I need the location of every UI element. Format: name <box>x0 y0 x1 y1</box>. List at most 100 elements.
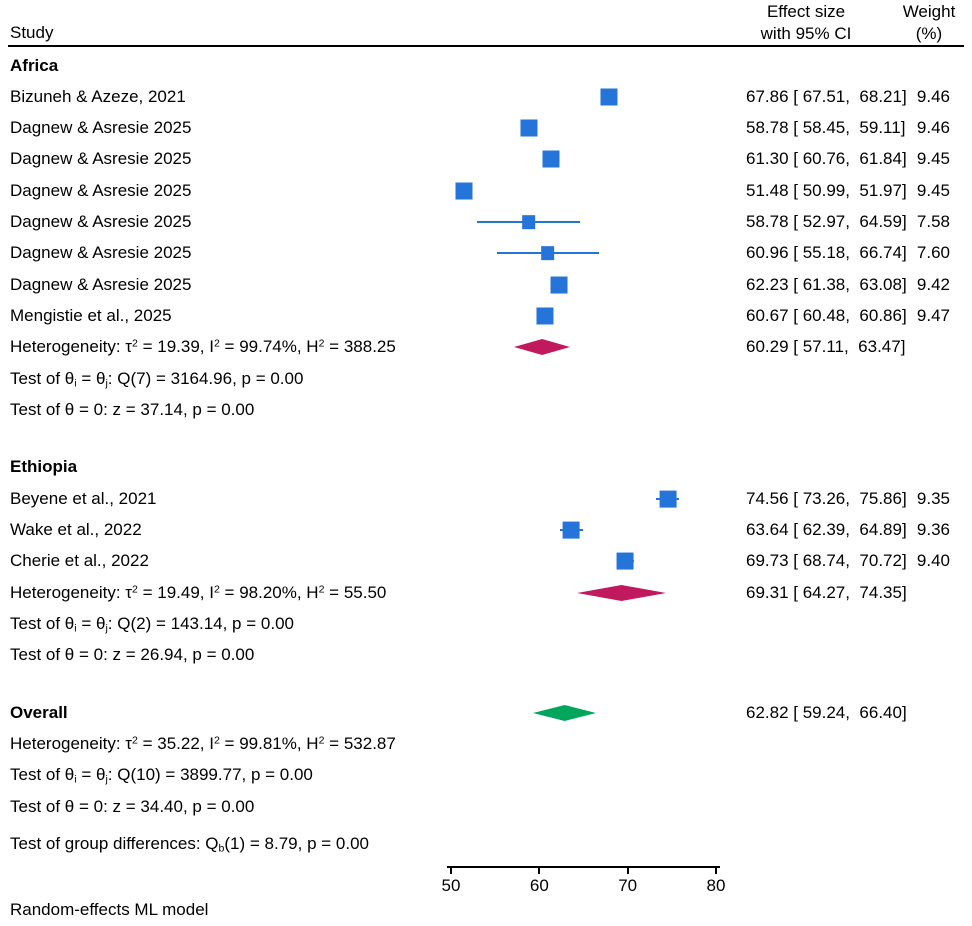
study-row: Dagnew & Asresie 2025 58.78 [ 52.97, 64.5… <box>0 207 972 238</box>
effect-square-marker <box>550 276 568 294</box>
row-label: Dagnew & Asresie 2025 <box>10 118 192 138</box>
weight-value: 9.42 <box>916 274 950 294</box>
row-label: Dagnew & Asresie 2025 <box>10 243 192 263</box>
row-label: Mengistie et al., 2025 <box>10 306 172 326</box>
test-row: Test of θ = 0: z = 37.14, p = 0.00 <box>0 395 972 426</box>
row-label: Ethiopia <box>10 457 78 477</box>
effect-size-header-line1: Effect size <box>766 2 846 21</box>
row-label: Dagnew & Asresie 2025 <box>10 149 192 169</box>
row-label: Test of θi = θj: Q(10) = 3899.77, p = 0.… <box>10 765 313 787</box>
weight-value: 9.36 <box>916 520 950 540</box>
row-label: Test of θ = 0: z = 37.14, p = 0.00 <box>10 400 255 420</box>
study-row: Dagnew & Asresie 2025 58.78 [ 58.45, 59.1… <box>0 113 972 144</box>
row-label: Test of group differences: Qb(1) = 8.79,… <box>10 834 369 855</box>
effect-square-marker <box>563 521 580 539</box>
study-row: Dagnew & Asresie 2025 51.48 [ 50.99, 51.9… <box>0 175 972 206</box>
overall-heterogeneity-row: Heterogeneity: τ2 = 35.22, I2 = 99.81%, … <box>0 729 972 760</box>
axis-tick <box>450 866 452 874</box>
ci-text: 74.56 [ 73.26, 75.86] <box>746 488 907 508</box>
overall-row: Overall 62.82 [ 59.24, 66.40] <box>0 697 972 728</box>
axis-tick-label: 80 <box>706 876 726 895</box>
row-label: Dagnew & Asresie 2025 <box>10 274 192 294</box>
effect-square-marker <box>542 150 560 168</box>
effect-square-marker <box>600 88 618 106</box>
summary-diamond <box>513 339 570 356</box>
weight-value: 9.45 <box>916 180 950 200</box>
subgroup-summary-row: Heterogeneity: τ2 = 19.39, I2 = 99.74%, … <box>0 332 972 363</box>
model-note: Random-effects ML model <box>10 900 209 919</box>
row-label: Heterogeneity: τ2 = 19.39, I2 = 99.74%, … <box>10 337 396 357</box>
ci-text: 69.73 [ 68.74, 70.72] <box>746 551 907 571</box>
weight-value: 9.46 <box>916 86 950 106</box>
study-row: Bizuneh & Azeze, 2021 67.86 [ 67.51, 68.2… <box>0 81 972 112</box>
study-row: Dagnew & Asresie 2025 62.23 [ 61.38, 63.0… <box>0 269 972 300</box>
effect-square-marker <box>455 182 473 200</box>
row-label: Test of θi = θj: Q(2) = 143.14, p = 0.00 <box>10 614 294 635</box>
ci-text: 67.86 [ 67.51, 68.21] <box>746 86 907 106</box>
study-row: Mengistie et al., 2025 60.67 [ 60.48, 60.… <box>0 301 972 332</box>
ci-text: 69.31 [ 64.27, 74.35] <box>746 582 907 602</box>
weight-value: 9.46 <box>916 118 950 138</box>
group-header-row: Ethiopia <box>0 452 972 483</box>
weight-header-line2: (%) <box>915 24 943 43</box>
weight-value: 7.58 <box>916 212 950 232</box>
row-label: Cherie et al., 2022 <box>10 551 149 571</box>
weight-column-header: Weight (%) <box>890 1 968 45</box>
ci-text: 62.82 [ 59.24, 66.40] <box>746 702 907 722</box>
axis-tick-label: 50 <box>441 876 461 895</box>
ci-text: 60.29 [ 57.11, 63.47] <box>746 337 906 357</box>
test-row: Test of θi = θj: Q(10) = 3899.77, p = 0.… <box>0 760 972 791</box>
row-label: Beyene et al., 2021 <box>10 488 157 508</box>
study-row: Dagnew & Asresie 2025 60.96 [ 55.18, 66.7… <box>0 238 972 269</box>
axis-line <box>447 866 720 868</box>
summary-diamond <box>532 704 596 721</box>
weight-header-line1: Weight <box>902 2 956 21</box>
group-difference-row: Test of group differences: Qb(1) = 8.79,… <box>0 829 972 860</box>
weight-value: 7.60 <box>916 243 950 263</box>
row-label: Overall <box>10 702 68 722</box>
test-row: Test of θ = 0: z = 34.40, p = 0.00 <box>0 791 972 822</box>
effect-size-column-header: Effect size with 95% CI <box>706 1 906 45</box>
row-label: Test of θ = 0: z = 26.94, p = 0.00 <box>10 645 255 665</box>
group-header-row: Africa <box>0 50 972 81</box>
row-label: Test of θ = 0: z = 34.40, p = 0.00 <box>10 796 255 816</box>
study-row: Wake et al., 2022 63.64 [ 62.39, 64.89] 9.… <box>0 515 972 546</box>
axis-tick-label: 60 <box>529 876 549 895</box>
effect-square-marker <box>521 215 536 229</box>
study-row: Cherie et al., 2022 69.73 [ 68.74, 70.72]… <box>0 546 972 577</box>
effect-size-header-line2: with 95% CI <box>760 24 852 43</box>
axis-tick <box>538 866 541 874</box>
ci-text: 51.48 [ 50.99, 51.97] <box>746 180 907 200</box>
study-column-header: Study <box>10 23 54 42</box>
ci-text: 58.78 [ 58.45, 59.11] <box>746 118 906 138</box>
study-row: Beyene et al., 2021 74.56 [ 73.26, 75.86]… <box>0 483 972 514</box>
ci-text: 60.67 [ 60.48, 60.86] <box>746 306 907 326</box>
effect-square-marker <box>536 307 554 325</box>
row-label: Heterogeneity: τ2 = 19.49, I2 = 98.20%, … <box>10 582 387 602</box>
weight-value: 9.47 <box>916 306 950 326</box>
effect-square-marker <box>616 552 634 570</box>
row-label: Test of θi = θj: Q(7) = 3164.96, p = 0.0… <box>10 368 304 390</box>
summary-diamond <box>577 584 667 601</box>
row-label: Dagnew & Asresie 2025 <box>10 180 192 200</box>
test-row: Test of θ = 0: z = 26.94, p = 0.00 <box>0 640 972 671</box>
test-row: Test of θi = θj: Q(2) = 143.14, p = 0.00 <box>0 609 972 640</box>
ci-text: 61.30 [ 60.76, 61.84] <box>746 149 907 169</box>
effect-square-marker <box>659 490 677 508</box>
row-label: Dagnew & Asresie 2025 <box>10 212 192 232</box>
weight-value: 9.35 <box>916 488 950 508</box>
test-row: Test of θi = θj: Q(7) = 3164.96, p = 0.0… <box>0 363 972 394</box>
axis-tick <box>626 866 629 874</box>
ci-text: 63.64 [ 62.39, 64.89] <box>746 520 907 540</box>
effect-square-marker <box>540 246 555 261</box>
ci-text: 62.23 [ 61.38, 63.08] <box>746 274 907 294</box>
axis-tick-label: 70 <box>618 876 638 895</box>
ci-text: 60.96 [ 55.18, 66.74] <box>746 243 907 263</box>
row-label: Bizuneh & Azeze, 2021 <box>10 86 186 106</box>
effect-square-marker <box>520 119 538 137</box>
subgroup-summary-row: Heterogeneity: τ2 = 19.49, I2 = 98.20%, … <box>0 577 972 608</box>
row-label: Wake et al., 2022 <box>10 520 142 540</box>
weight-value: 9.45 <box>916 149 950 169</box>
row-label: Heterogeneity: τ2 = 35.22, I2 = 99.81%, … <box>10 734 396 754</box>
